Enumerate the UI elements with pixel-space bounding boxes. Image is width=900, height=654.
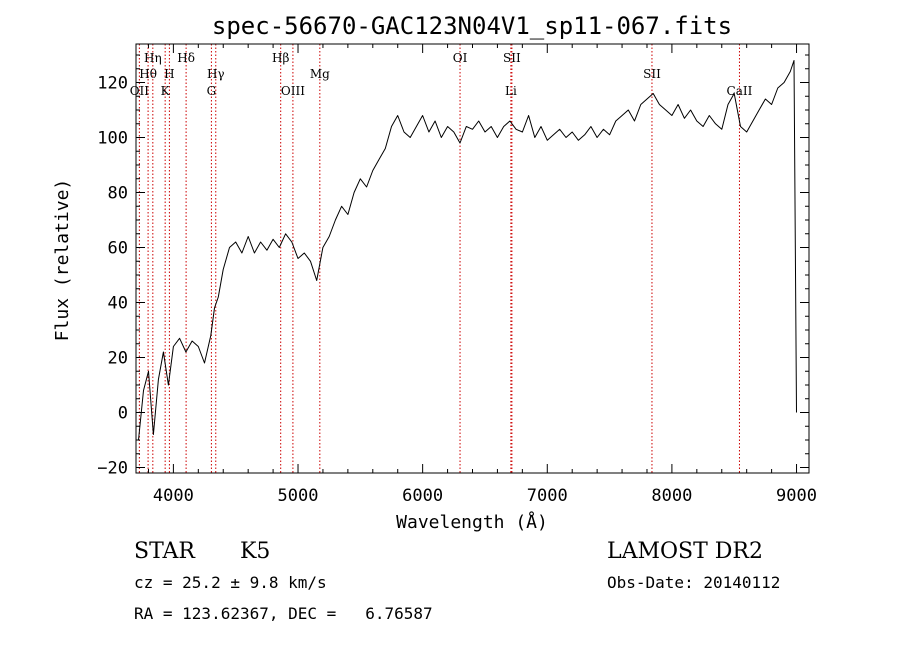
survey-name: LAMOST DR2 — [607, 539, 763, 564]
marker-label-5: K — [161, 84, 171, 98]
x-tick-label-3: 7000 — [527, 486, 568, 506]
y-tick-label-5: 80 — [108, 184, 128, 204]
marker-label-3: Hδ — [177, 51, 195, 65]
series-layer — [138, 60, 797, 441]
y-tick-label-4: 60 — [108, 239, 128, 259]
marker-label-13: Li — [505, 84, 517, 98]
object-class: STAR — [134, 539, 195, 564]
marker-label-0: Hη — [144, 51, 162, 65]
obs-date: Obs-Date: 20140112 — [607, 573, 781, 592]
marker-label-6: Hγ — [207, 67, 225, 81]
object-subclass: K5 — [240, 539, 271, 564]
marker-label-8: Hβ — [272, 51, 289, 65]
marker-label-10: Mg — [310, 67, 330, 81]
coordinates: RA = 123.62367, DEC = 6.76587 — [134, 604, 433, 623]
y-tick-label-2: 20 — [108, 349, 128, 369]
marker-label-12: SII — [503, 51, 521, 65]
redshift-cz: cz = 25.2 ± 9.8 km/s — [134, 573, 327, 592]
axes-frame — [135, 43, 810, 474]
y-tick-label-1: 0 — [118, 404, 128, 424]
marker-label-14: SII — [643, 67, 661, 81]
marker-label-15: CaII — [727, 84, 753, 98]
y-tick-label-3: 40 — [108, 294, 128, 314]
marker-label-11: OI — [453, 51, 468, 65]
x-tick-label-0: 4000 — [153, 486, 194, 506]
spectrum-line — [138, 60, 797, 441]
marker-label-9: OIII — [281, 84, 305, 98]
x-tick-label-1: 5000 — [278, 486, 319, 506]
marker-label-1: Hθ — [139, 67, 157, 81]
x-tick-label-4: 8000 — [651, 486, 692, 506]
marker-label-7: G — [207, 84, 217, 98]
y-tick-label-7: 120 — [97, 74, 128, 94]
marker-label-2: OII — [130, 84, 150, 98]
x-tick-label-5: 9000 — [776, 486, 817, 506]
y-tick-label-0: −20 — [97, 459, 128, 479]
y-tick-label-6: 100 — [97, 129, 128, 149]
marker-label-4: H — [164, 67, 174, 81]
chart-title: spec-56670-GAC123N04V1_sp11-067.fits — [212, 12, 732, 40]
x-axis-label: Wavelength (Å) — [396, 511, 548, 533]
axis-ticks: 4000 5000 6000 7000 8000 9000 −20 0 20 40 60 80 100 1… — [97, 44, 817, 506]
x-tick-label-2: 6000 — [402, 486, 443, 506]
y-axis-label: Flux (relative) — [52, 179, 73, 342]
